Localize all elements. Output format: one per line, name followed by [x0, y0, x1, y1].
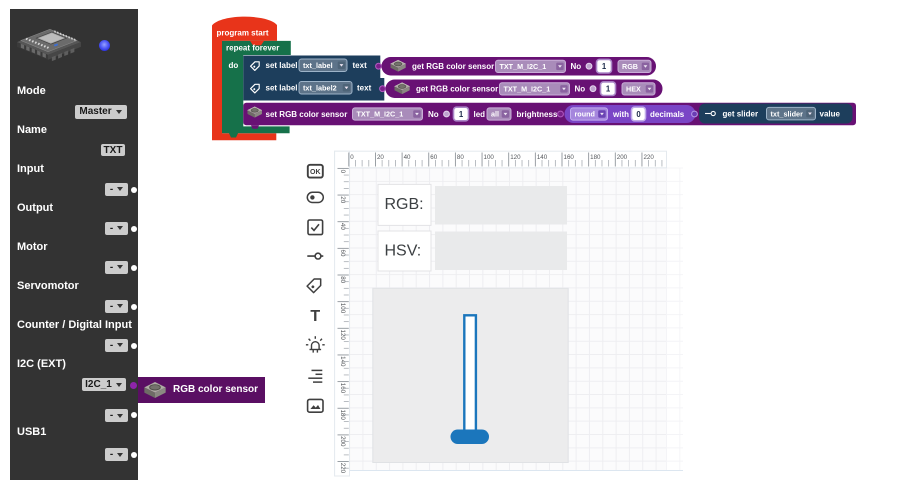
svg-text:get RGB color sensor: get RGB color sensor	[416, 84, 498, 93]
svg-text:get slider: get slider	[723, 110, 759, 119]
svg-text:0: 0	[636, 110, 641, 119]
svg-text:txt_label2: txt_label2	[303, 83, 337, 92]
svg-text:200: 200	[617, 154, 628, 161]
svg-text:1: 1	[602, 62, 607, 71]
svg-text:TXT_M_I2C_1: TXT_M_I2C_1	[500, 62, 547, 71]
svg-text:brightness: brightness	[517, 110, 558, 119]
svg-text:repeat forever: repeat forever	[226, 43, 279, 52]
svg-text:HEX: HEX	[626, 85, 641, 94]
svg-text:txt_label: txt_label	[303, 61, 333, 70]
svg-text:20: 20	[339, 196, 346, 203]
svg-text:get RGB color sensor: get RGB color sensor	[412, 62, 494, 71]
svg-text:0: 0	[339, 170, 346, 174]
svg-text:80: 80	[457, 154, 464, 161]
svg-text:100: 100	[339, 303, 346, 314]
svg-text:do: do	[229, 61, 239, 70]
svg-text:program start: program start	[217, 28, 269, 37]
svg-text:No: No	[571, 62, 582, 71]
svg-text:40: 40	[404, 154, 411, 161]
svg-text:120: 120	[339, 330, 346, 341]
svg-text:set RGB color sensor: set RGB color sensor	[266, 110, 348, 119]
svg-text:200: 200	[339, 436, 346, 447]
svg-text:text: text	[357, 84, 372, 93]
svg-text:txt_slider: txt_slider	[771, 109, 804, 118]
svg-text:0: 0	[350, 154, 354, 161]
svg-text:20: 20	[377, 154, 384, 161]
svg-text:80: 80	[339, 276, 346, 283]
svg-text:TXT_M_I2C_1: TXT_M_I2C_1	[504, 85, 551, 94]
svg-text:160: 160	[339, 383, 346, 394]
svg-text:220: 220	[339, 463, 346, 474]
svg-text:140: 140	[537, 154, 548, 161]
svg-text:all: all	[491, 110, 499, 119]
svg-text:1: 1	[459, 110, 464, 119]
svg-text:No: No	[428, 110, 439, 119]
svg-text:1: 1	[606, 85, 611, 94]
svg-text:HSV:: HSV:	[385, 243, 422, 260]
svg-text:value: value	[820, 110, 841, 119]
svg-text:40: 40	[339, 223, 346, 230]
svg-text:text: text	[353, 61, 368, 70]
svg-text:RGB: RGB	[622, 62, 638, 71]
svg-text:160: 160	[564, 154, 575, 161]
svg-text:100: 100	[484, 154, 495, 161]
svg-text:round: round	[575, 110, 595, 119]
svg-text:led: led	[474, 110, 486, 119]
svg-text:220: 220	[643, 154, 654, 161]
svg-text:set label: set label	[266, 84, 298, 93]
svg-text:TXT_M_I2C_1: TXT_M_I2C_1	[357, 110, 404, 119]
svg-text:60: 60	[430, 154, 437, 161]
svg-text:decimals: decimals	[650, 110, 685, 119]
svg-text:RGB:: RGB:	[385, 196, 424, 213]
svg-text:140: 140	[339, 356, 346, 367]
svg-text:with: with	[612, 110, 629, 119]
svg-text:120: 120	[510, 154, 521, 161]
svg-text:set label: set label	[266, 61, 298, 70]
svg-text:No: No	[575, 84, 586, 93]
svg-text:180: 180	[339, 409, 346, 420]
svg-text:180: 180	[590, 154, 601, 161]
svg-text:T: T	[310, 308, 320, 325]
svg-text:OK: OK	[310, 169, 321, 176]
svg-text:60: 60	[339, 250, 346, 257]
